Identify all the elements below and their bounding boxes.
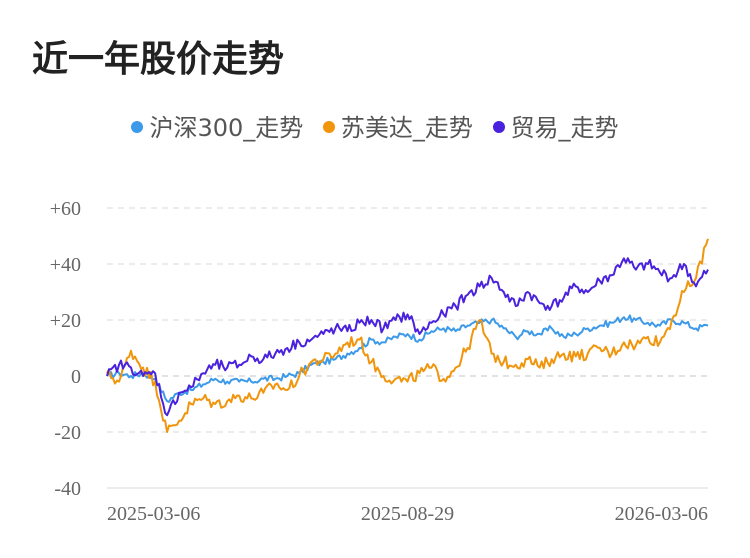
y-tick-label: -40 (54, 478, 81, 500)
y-tick-label: -20 (54, 422, 81, 444)
legend-item-smd[interactable]: 苏美达_走势 (322, 108, 473, 143)
y-tick-label: +60 (50, 198, 81, 220)
legend-label-smd: 苏美达_走势 (340, 114, 473, 142)
legend-marker-hs300 (131, 121, 144, 133)
legend-label-trade: 贸易_走势 (510, 114, 619, 142)
y-tick-label: +40 (50, 254, 81, 276)
legend-item-hs300[interactable]: 沪深300_走势 (131, 108, 303, 143)
series-line-1 (106, 314, 709, 403)
legend-item-trade[interactable]: 贸易_走势 (492, 108, 619, 143)
y-tick-label: +20 (50, 310, 81, 332)
legend-label-hs300: 沪深300_走势 (149, 114, 304, 142)
legend-marker-trade (492, 121, 505, 133)
series-line-2 (106, 238, 709, 433)
series-line-3 (106, 257, 709, 417)
legend: 沪深300_走势 苏美达_走势 贸易_走势 (0, 108, 750, 143)
chart-title: 近一年股价走势 (32, 39, 285, 80)
x-tick-label: 2026-03-06 (615, 503, 708, 525)
x-tick-label: 2025-03-06 (107, 503, 200, 525)
legend-marker-smd (322, 121, 335, 133)
y-tick-label: 0 (71, 366, 81, 388)
x-tick-label: 2025-08-29 (361, 503, 454, 525)
